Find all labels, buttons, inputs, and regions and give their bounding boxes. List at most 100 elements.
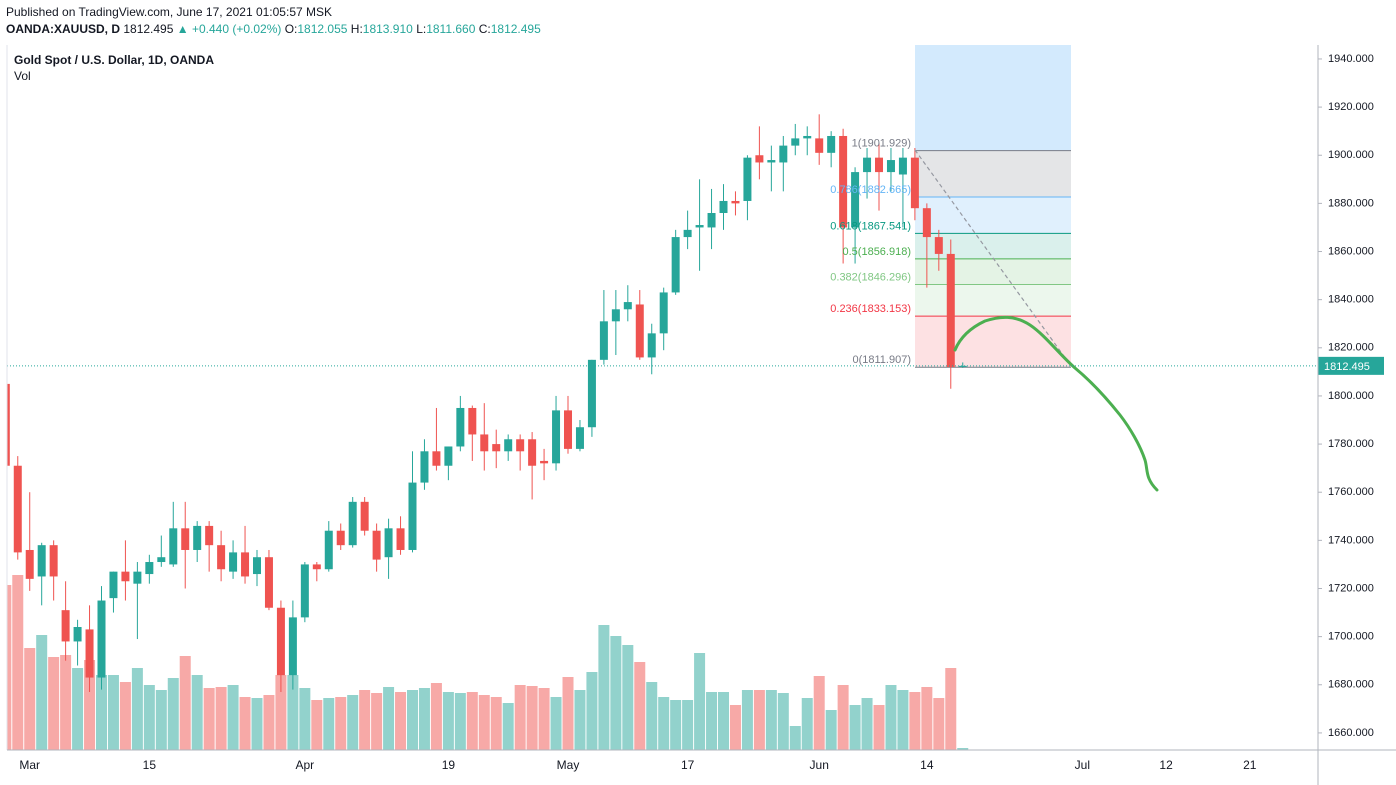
symbol: OANDA:XAUUSD, D [6,22,120,36]
fib-label: 1(1901.929) [852,138,911,150]
volume-bar [873,705,885,750]
y-tick-label: 1820.000 [1328,342,1374,354]
volume-bar [706,692,718,750]
volume-bar [287,675,299,750]
candle-body [312,564,321,570]
candle-body [264,557,273,608]
x-tick-label: Jul [1075,758,1090,772]
volume-bar [825,710,837,750]
volume-bar [718,692,730,750]
candle-body [384,528,393,558]
volume-bar [658,697,670,750]
volume-bar [430,683,442,750]
y-tick-label: 1680.000 [1328,679,1374,691]
x-tick-label: 19 [442,758,456,772]
volume-bar [634,662,646,750]
candle-body [839,135,848,228]
volume-bar [550,697,562,750]
volume-bar [323,698,335,750]
candle-body [647,333,656,358]
candle-body [946,253,955,368]
quote-line: OANDA:XAUUSD, D 1812.495 ▲ +0.440 (+0.02… [6,21,541,38]
candle-body [528,439,537,466]
volume-bar [72,668,84,750]
candle-body [324,530,333,570]
last: 1812.495 [123,22,174,36]
candle-body [205,525,214,546]
candle-body [121,571,130,582]
volume-bar [921,687,933,750]
volume-bar [813,676,825,750]
candle-body [492,444,501,452]
volume-bar [526,686,538,750]
volume-bar [586,672,598,750]
forecast-curve [953,315,1159,492]
candle-body [157,557,166,563]
candle-body [635,304,644,358]
volume-bar [119,682,131,750]
fib-zone [915,316,1071,368]
y-tick-label: 1800.000 [1328,390,1374,402]
header: Published on TradingView.com, June 17, 2… [6,4,541,38]
candle-body [444,446,453,466]
x-tick-label: 17 [681,758,695,772]
fib-zone [915,150,1071,197]
legend-title: Gold Spot / U.S. Dollar, 1D, OANDA [14,53,214,67]
candle-body [73,627,82,642]
volume-bar [383,687,395,750]
x-tick-label: 15 [143,758,157,772]
published: Published on TradingView.com, June 17, 2… [6,5,332,19]
candle-body [37,545,46,577]
change: ▲ +0.440 (+0.02%) [176,22,282,36]
candle-body [85,629,94,678]
candle-body [540,460,549,464]
legend-vol: Vol [14,69,31,83]
candle-body [145,562,154,575]
volume-bar [311,700,323,750]
volume-bar [95,675,107,750]
volume-bar [789,726,801,750]
candle-body [958,365,967,367]
x-tick-label: May [557,758,580,772]
volume-bar [418,688,430,750]
candle-body [372,530,381,560]
volume-bar [275,675,287,750]
candle-body [396,528,405,550]
volume-bar [562,677,574,750]
candle-body [731,200,740,204]
volume-bar [359,690,371,750]
fib-label: 0.786(1882.665) [830,184,911,196]
candle-body [109,571,118,599]
y-tick-label: 1780.000 [1328,438,1374,450]
volume-bar [203,688,215,750]
candle-body [767,160,776,163]
volume-bar [753,690,765,750]
candle-body [241,552,250,577]
candle-body [300,564,309,618]
candle-body [217,545,226,570]
volume-bar [7,585,12,750]
candle-body [827,135,836,153]
candle-body [456,407,465,447]
candle-body [755,155,764,163]
candle-body [683,229,692,238]
candle-body [587,359,596,428]
candle-body [504,439,513,452]
volume-bar [574,690,586,750]
volume-bar [777,693,789,750]
candle-body [276,607,285,676]
volume-bar [610,636,622,750]
fib-label: 0.382(1846.296) [830,271,911,283]
volume-bar [801,698,813,750]
candle-body [922,208,931,238]
candle-body [181,528,190,550]
candle-body [671,237,680,293]
candles [7,114,967,692]
fib-retracement [915,45,1071,368]
candle-body [432,451,441,466]
candle-body [193,525,202,550]
volume-bar [729,705,741,750]
volume-bar [335,697,347,750]
candle-body [791,138,800,146]
